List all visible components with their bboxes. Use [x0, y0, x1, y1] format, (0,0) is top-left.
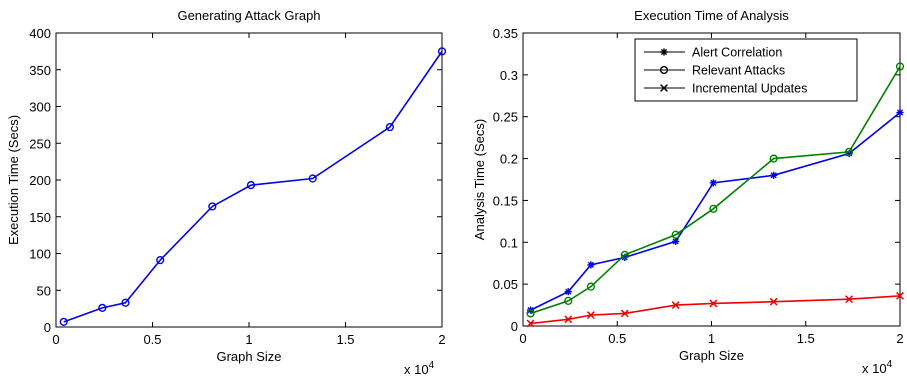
y-tick-label: 0.3	[500, 68, 518, 83]
data-point	[564, 288, 572, 296]
x-multiplier-exponent: 4	[887, 359, 893, 370]
data-point	[709, 299, 718, 308]
data-point	[845, 149, 853, 158]
data-point	[59, 317, 68, 326]
data-point	[845, 147, 854, 156]
data-point	[620, 250, 629, 259]
data-point	[564, 315, 573, 324]
y-tick-label: 0.35	[493, 26, 518, 41]
x-axis-label: Graph Size	[679, 348, 744, 363]
legend-marker	[659, 65, 669, 75]
legend-marker	[660, 84, 668, 92]
data-point	[620, 309, 629, 318]
data-point	[587, 261, 595, 269]
chart-1: Generating Attack Graph 0 0.5 1 1.5 2 0 50 100 15…	[6, 8, 447, 377]
y-tick-label: 150	[29, 210, 51, 225]
series-line	[63, 50, 443, 323]
data-point	[586, 311, 595, 320]
y-tick-label: 0.05	[493, 277, 518, 292]
x-tick-label: 2	[896, 331, 903, 346]
data-point	[564, 296, 573, 305]
x-tick-label: 1	[708, 331, 715, 346]
x-tick-label: 1.5	[797, 331, 815, 346]
chart-title: Execution Time of Analysis	[634, 8, 789, 23]
y-axis-label: Analysis Time (Secs)	[472, 119, 487, 240]
data-point	[98, 303, 107, 312]
y-tick-label: 200	[29, 173, 51, 188]
data-point	[770, 171, 778, 179]
y-tick-label: 0.1	[500, 235, 518, 250]
chart-2: Execution Time of Analysis 0 0.5 1 1.5 2 0 0.05…	[472, 8, 905, 376]
x-tick-label: 0	[519, 331, 526, 346]
data-point	[156, 256, 165, 265]
y-tick-label: 0	[511, 319, 518, 334]
data-point	[769, 154, 778, 163]
data-point	[896, 291, 904, 300]
x-multiplier: x 104	[862, 359, 893, 376]
legend-label: Relevant Attacks	[692, 64, 785, 78]
data-point	[385, 122, 394, 132]
legend-label: Incremental Updates	[692, 82, 807, 96]
data-point	[308, 174, 317, 183]
data-point	[709, 179, 717, 187]
y-tick-label: 50	[37, 283, 51, 298]
y-tick-label: 0.2	[500, 152, 518, 167]
y-tick-label: 0	[44, 320, 51, 335]
x-axis-label: Graph Size	[216, 349, 281, 364]
plot-area	[55, 32, 443, 328]
data-point	[437, 47, 447, 56]
y-tick-label: 400	[29, 26, 51, 41]
y-tick-label: 0.25	[493, 110, 518, 125]
y-tick-label: 300	[29, 100, 51, 115]
legend-marker	[660, 48, 668, 56]
data-point	[526, 319, 535, 328]
data-point	[845, 295, 854, 304]
y-tick-label: 100	[29, 247, 51, 262]
x-tick-label: 0	[52, 332, 59, 347]
data-point	[121, 298, 130, 307]
data-point	[586, 282, 595, 291]
x-multiplier: x 104	[404, 360, 435, 377]
data-point	[246, 181, 256, 190]
data-point	[896, 108, 904, 117]
data-point	[526, 309, 535, 318]
y-tick-label: 350	[29, 63, 51, 78]
data-point	[621, 253, 629, 261]
x-tick-label: 1	[245, 332, 252, 347]
x-tick-label: 0.5	[143, 332, 161, 347]
data-point	[208, 202, 217, 211]
x-tick-label: 0.5	[608, 331, 626, 346]
legend-label: Alert Correlation	[692, 46, 782, 60]
chart-title: Generating Attack Graph	[177, 8, 320, 23]
data-point	[769, 297, 778, 306]
y-tick-label: 0.15	[493, 193, 518, 208]
data-point	[672, 237, 680, 246]
x-tick-label: 1.5	[336, 332, 354, 347]
x-multiplier-exponent: 4	[429, 360, 435, 371]
series-line	[530, 66, 901, 315]
data-point	[895, 62, 905, 71]
x-tick-label: 2	[438, 332, 445, 347]
y-axis-label: Execution Time (Secs)	[6, 115, 21, 245]
data-point	[671, 301, 680, 310]
y-tick-label: 250	[29, 136, 51, 151]
data-point	[671, 230, 680, 239]
data-point	[709, 204, 718, 213]
